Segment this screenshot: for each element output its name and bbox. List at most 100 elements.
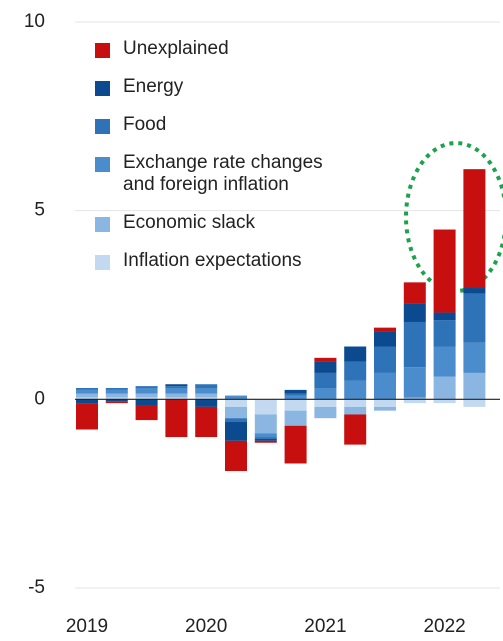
y-tick-label: -5	[28, 577, 45, 598]
legend-swatch	[95, 157, 110, 172]
legend-label: Exchange rate changes and foreign inflat…	[123, 152, 323, 195]
bar-segment	[344, 414, 367, 445]
bar-segment	[76, 389, 98, 394]
legend-swatch	[95, 81, 110, 96]
bar-segment	[374, 346, 396, 373]
bar-segment	[314, 357, 337, 362]
legend-swatch	[95, 255, 110, 270]
bar-segment	[254, 414, 277, 434]
bar-segment	[344, 380, 367, 400]
x-tick-label: 2019	[66, 616, 108, 637]
bar-segment	[284, 395, 307, 400]
bar-segment	[314, 388, 337, 400]
bar-segment	[433, 399, 456, 404]
bar-segment	[165, 397, 188, 400]
bar-segment	[463, 169, 486, 289]
x-tick-label: 2022	[423, 616, 465, 637]
bar-segment	[314, 372, 337, 389]
bar-segment	[165, 393, 188, 398]
bar-segment	[105, 401, 128, 404]
bar-segment	[225, 406, 247, 419]
bar-segment	[76, 397, 98, 400]
bar-segment	[135, 399, 158, 405]
bar-segment	[463, 293, 486, 343]
bar-segment	[314, 406, 337, 419]
bar-segment	[225, 421, 247, 441]
bar-segment	[284, 425, 307, 464]
bar-segment	[374, 331, 396, 347]
bar-segment	[105, 388, 128, 390]
bar-segment	[254, 399, 277, 415]
bar-segment	[374, 327, 396, 332]
bar-segment	[195, 397, 218, 400]
y-tick-label: 0	[34, 388, 45, 409]
bar-segment	[195, 399, 218, 407]
bar-segment	[195, 384, 218, 389]
bar-segment	[195, 388, 218, 394]
legend-label: Unexplained	[123, 38, 229, 59]
y-tick-label: 10	[24, 11, 45, 32]
bar-segment	[165, 386, 188, 389]
legend-label: Energy	[123, 76, 184, 97]
legend-item: Unexplained	[95, 38, 353, 60]
bar-segment	[135, 404, 158, 421]
bar-segment	[403, 367, 426, 398]
bar-segment	[135, 397, 158, 400]
bar-segment	[225, 418, 247, 422]
legend-item: Food	[95, 114, 353, 136]
bar-segment	[463, 399, 486, 407]
bar-segment	[284, 393, 307, 396]
bar-segment	[105, 389, 128, 394]
bar-segment	[314, 361, 337, 373]
bar-segment	[433, 320, 456, 347]
bar-segment	[344, 361, 367, 381]
bar-segment	[254, 440, 277, 443]
y-tick-label: 5	[34, 200, 45, 221]
legend-item: Energy	[95, 76, 353, 98]
bar-segment	[403, 397, 426, 400]
bar-segment	[76, 403, 98, 430]
legend: Unexplained Energy Food Exchange rate chang…	[95, 38, 365, 288]
bar-segment	[284, 399, 307, 411]
bar-segment	[135, 393, 158, 398]
bar-segment	[76, 388, 98, 390]
bar-segment	[254, 437, 277, 439]
bar-segment	[195, 393, 218, 398]
bar-segment	[374, 372, 396, 400]
bar-segment	[105, 397, 128, 400]
legend-swatch	[95, 119, 110, 134]
legend-item: Economic slack	[95, 212, 353, 234]
bar-segment	[105, 393, 128, 398]
bar-segment	[225, 440, 247, 472]
legend-label: Economic slack	[123, 212, 255, 233]
bar-segment	[135, 386, 158, 389]
bar-segment	[403, 282, 426, 304]
bar-segment	[105, 399, 128, 402]
bar-segment	[76, 393, 98, 398]
bar-segment	[225, 395, 247, 400]
bar-segment	[374, 399, 396, 407]
x-tick-label: 2021	[304, 616, 346, 637]
bar-segment	[433, 229, 456, 313]
bar-segment	[284, 410, 307, 426]
bar-segment	[225, 399, 247, 407]
bar-segment	[165, 399, 188, 438]
bar-segment	[76, 399, 98, 404]
x-tick-label: 2020	[185, 616, 227, 637]
bar-segment	[165, 384, 188, 387]
legend-label: Food	[123, 114, 167, 135]
bar-segment	[254, 438, 277, 441]
bar-segment	[403, 399, 426, 404]
bar-segment	[344, 406, 367, 415]
bar-segment	[374, 406, 396, 411]
bar-segment	[135, 388, 158, 394]
legend-item: Exchange rate changes and foreign inflat…	[95, 152, 353, 196]
bar-segment	[463, 372, 486, 400]
bar-segment	[344, 399, 367, 407]
bar-segment	[433, 376, 456, 400]
bar-segment	[344, 346, 367, 362]
bar-segment	[463, 288, 486, 294]
bar-segment	[254, 433, 277, 438]
